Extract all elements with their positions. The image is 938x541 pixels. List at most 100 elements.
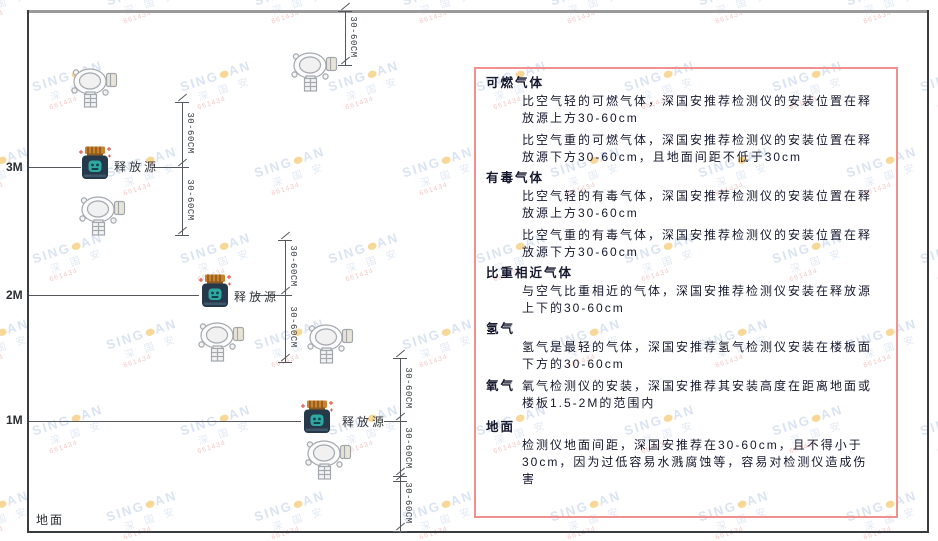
section-heading: 可燃气体	[486, 76, 545, 90]
dimension-label: 30-60CM	[288, 306, 298, 348]
watermark-dot-icon	[440, 327, 452, 338]
section-hydrogen: 氢气 氢气是最轻的气体，深国安推荐氢气检测仪安装在楼板面下方的30-60cm	[486, 322, 886, 373]
dimension-line	[285, 240, 286, 362]
section-ground: 地面 检测仪地面间距，深国安推荐在30-60cm，且不得小于30cm，因为过低容…	[486, 420, 886, 488]
gas-detector-icon	[306, 322, 354, 364]
gas-detector-icon	[70, 66, 118, 108]
watermark-dot-icon	[366, 69, 378, 80]
dimension-tick	[393, 358, 407, 359]
level-2m-line	[29, 295, 199, 296]
dimension-tick	[338, 11, 352, 12]
dimension-tick	[278, 295, 292, 296]
release-source-icon	[300, 399, 334, 435]
leader-3m-line	[152, 167, 182, 168]
height-label-2m: 2M	[6, 288, 23, 302]
dimension-label: 30-60CM	[185, 179, 195, 221]
dimension-tick	[393, 421, 407, 422]
section-paragraph: 检测仪地面间距，深国安推荐在30-60cm，且不得小于30cm，因为过低容易水溅…	[522, 438, 868, 486]
section-similar-density-gas: 比重相近气体 与空气比重相近的气体，深国安推荐检测仪安装在释放源上下的30-60…	[486, 266, 886, 317]
watermark-dot-icon	[144, 499, 156, 510]
dimension-label: 30-60CM	[403, 427, 413, 469]
right-wall-line	[927, 10, 929, 533]
release-source-label: 释放源	[234, 290, 280, 304]
section-combustible-gas: 可燃气体 比空气轻的可燃气体，深国安推荐检测仪的安装位置在释放源上方30-60c…	[486, 76, 886, 166]
watermark-dot-icon	[0, 327, 8, 338]
watermark-dot-icon	[292, 155, 304, 166]
height-label-1m: 1M	[6, 413, 23, 427]
dimension-line	[182, 102, 183, 235]
watermark-dot-icon	[366, 241, 378, 252]
dimension-label: 30-60CM	[288, 245, 298, 287]
section-toxic-gas: 有毒气体 比空气轻的有毒气体，深国安推荐检测仪的安装位置在释放源上方30-60c…	[486, 171, 886, 261]
section-heading: 地面	[486, 420, 516, 434]
dimension-tick	[278, 362, 292, 363]
dimension-label: 30-60CM	[348, 16, 358, 58]
ceiling-line	[28, 10, 929, 13]
section-oxygen: 氧气 氧气检测仪的安装，深国安推荐其安装高度在距离地面或楼板1.5-2M的范围内	[486, 378, 886, 412]
watermark-dot-icon	[144, 327, 156, 338]
gas-detector-icon	[78, 194, 126, 236]
dimension-label: 30-60CM	[403, 482, 413, 524]
section-heading: 氧气	[486, 379, 516, 393]
dimension-tick	[175, 167, 189, 168]
watermark-dot-icon	[70, 241, 82, 252]
release-source-label: 释放源	[342, 415, 388, 429]
section-heading: 有毒气体	[486, 171, 545, 185]
watermark-dot-icon	[0, 499, 8, 510]
leader-1m-line	[384, 421, 400, 422]
ground-label: 地面	[36, 513, 65, 527]
dimension-tick	[278, 240, 292, 241]
dimension-label: 30-60CM	[403, 367, 413, 409]
gas-detector-icon	[197, 320, 245, 362]
height-label-3m: 3M	[6, 160, 23, 174]
watermark-dot-icon	[440, 499, 452, 510]
level-1m-line	[29, 421, 301, 422]
section-paragraph: 氢气是最轻的气体，深国安推荐氢气检测仪安装在楼板面下方的30-60cm	[522, 340, 873, 371]
dimension-tick	[338, 65, 352, 66]
section-heading: 氢气	[486, 322, 516, 336]
watermark-dot-icon	[218, 241, 230, 252]
gas-detector-icon	[290, 50, 338, 92]
dimension-tick	[393, 481, 407, 482]
level-3m-line	[29, 167, 81, 168]
left-wall-line	[27, 10, 29, 533]
section-heading: 比重相近气体	[486, 266, 574, 280]
dimension-label: 30-60CM	[185, 112, 195, 154]
dimension-tick	[175, 235, 189, 236]
section-paragraph: 比空气轻的有毒气体，深国安推荐检测仪的安装位置在释放源上方30-60cm	[522, 189, 873, 220]
section-paragraph: 与空气比重相近的气体，深国安推荐检测仪安装在释放源上下的30-60cm	[522, 284, 873, 315]
release-source-icon	[198, 273, 232, 309]
watermark-dot-icon	[218, 69, 230, 80]
release-source-label: 释放源	[114, 160, 160, 174]
section-paragraph: 比空气轻的可燃气体，深国安推荐检测仪的安装位置在释放源上方30-60cm	[522, 94, 873, 125]
dimension-tick	[175, 102, 189, 103]
section-paragraph: 比空气重的有毒气体，深国安推荐检测仪的安装位置在释放源下方30-60cm	[522, 228, 873, 259]
section-paragraph: 比空气重的可燃气体，深国安推荐检测仪的安装位置在释放源下方30-60cm，且地面…	[522, 133, 873, 164]
release-source-icon	[78, 145, 112, 181]
installation-rules-panel: 可燃气体 比空气轻的可燃气体，深国安推荐检测仪的安装位置在释放源上方30-60c…	[474, 67, 898, 518]
leader-2m-line	[254, 295, 285, 296]
watermark-dot-icon	[292, 499, 304, 510]
section-paragraph: 氧气检测仪的安装，深国安推荐其安装高度在距离地面或楼板1.5-2M的范围内	[522, 379, 873, 410]
dimension-line	[400, 358, 401, 533]
dimension-tick	[393, 531, 407, 532]
watermark-dot-icon	[440, 155, 452, 166]
gas-detector-icon	[304, 438, 352, 480]
floor-line	[28, 531, 929, 533]
